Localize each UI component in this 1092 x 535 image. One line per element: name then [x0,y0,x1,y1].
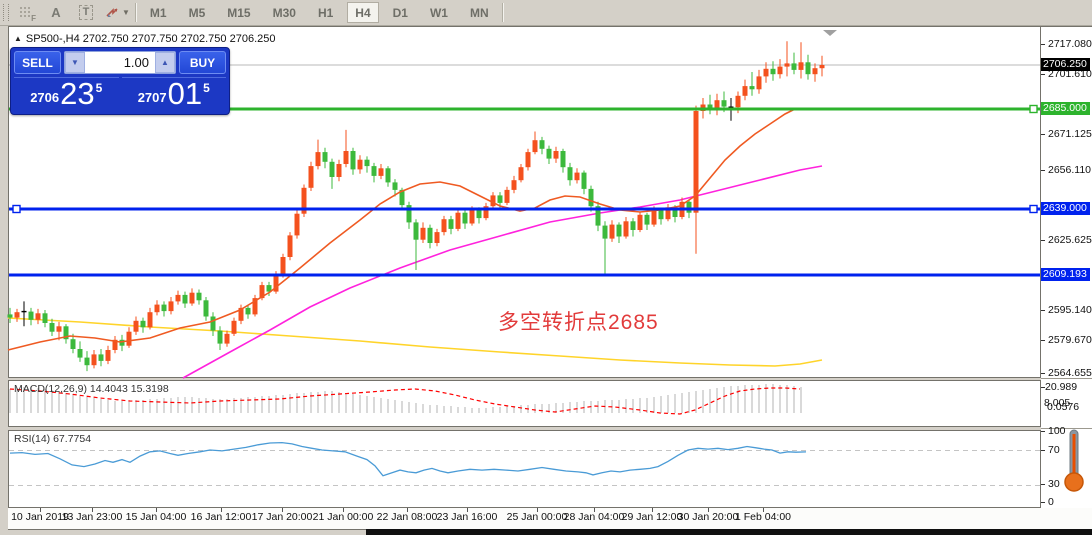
text-object-icon[interactable]: T [75,3,97,23]
timeframe-W1[interactable]: W1 [429,5,448,20]
timeframe-H4[interactable]: H4 [347,2,379,23]
rsi-label: RSI(14) 67.7754 [14,433,92,445]
chevron-down-icon[interactable]: ▼ [122,8,130,17]
timeframe-M30[interactable]: M30 [272,5,296,20]
ma-fast-line [7,108,796,351]
toolbar-grip[interactable] [3,4,9,21]
buy-quote[interactable]: 2707 01 5 [121,77,226,110]
symbol-header: ▲ SP500-,H4 2702.750 2707.750 2702.750 27… [14,33,276,45]
timeframe-group: M1 M5 M15 M30 H1 H4 D1 W1 MN [142,2,497,23]
volume-increase-button[interactable]: ▲ [155,52,175,73]
macd-pane[interactable] [8,380,1041,427]
line-drag-handle[interactable] [12,204,21,214]
grid-f-label: F [31,13,36,23]
toolbar-separator [501,3,504,22]
bottom-black-bar [366,529,1092,535]
rsi-line [9,441,807,477]
timeframe-D1[interactable]: D1 [392,5,408,20]
macd-signal-line [9,387,801,415]
ma-slow-line [7,317,823,367]
timeframe-MN[interactable]: MN [469,5,489,20]
toolbar-separator [134,3,137,22]
ma-mid-line [182,165,823,379]
macd-label: MACD(12,26,9) 14.4043 15.3198 [14,383,169,395]
collapse-triangle-icon[interactable]: ▲ [14,34,22,43]
timeframe-M5[interactable]: M5 [188,5,206,20]
timeframe-M1[interactable]: M1 [149,5,167,20]
volume-decrease-button[interactable]: ▼ [65,52,85,73]
volume-input[interactable] [85,52,155,73]
indicators-arrows-icon[interactable]: ▼ [105,3,130,23]
line-drag-handle[interactable] [1029,104,1038,114]
line-drag-handle[interactable] [1029,204,1038,214]
timeframe-H1[interactable]: H1 [317,5,334,20]
rsi-pane[interactable] [8,430,1041,508]
candles-layer [7,41,825,372]
sell-quote[interactable]: 2706 23 5 [14,77,119,110]
font-a-icon[interactable]: A [51,5,61,20]
buy-button[interactable]: BUY [179,51,226,74]
one-click-trade-panel: SELL ▼ ▲ BUY 2706 23 5 2707 01 5 [10,47,230,115]
chart-shift-marker-icon[interactable] [823,30,837,36]
chart-annotation-text: 多空转折点2685 [498,311,659,334]
crosshair-grid-icon[interactable]: F [15,3,37,23]
toolbar: F A T ▼ M1 M5 M15 M30 H1 H4 D1 W1 MN [0,0,1092,26]
volume-stepper: ▼ ▲ [64,51,176,74]
timeframe-M15[interactable]: M15 [227,5,251,20]
sell-button[interactable]: SELL [14,51,61,74]
